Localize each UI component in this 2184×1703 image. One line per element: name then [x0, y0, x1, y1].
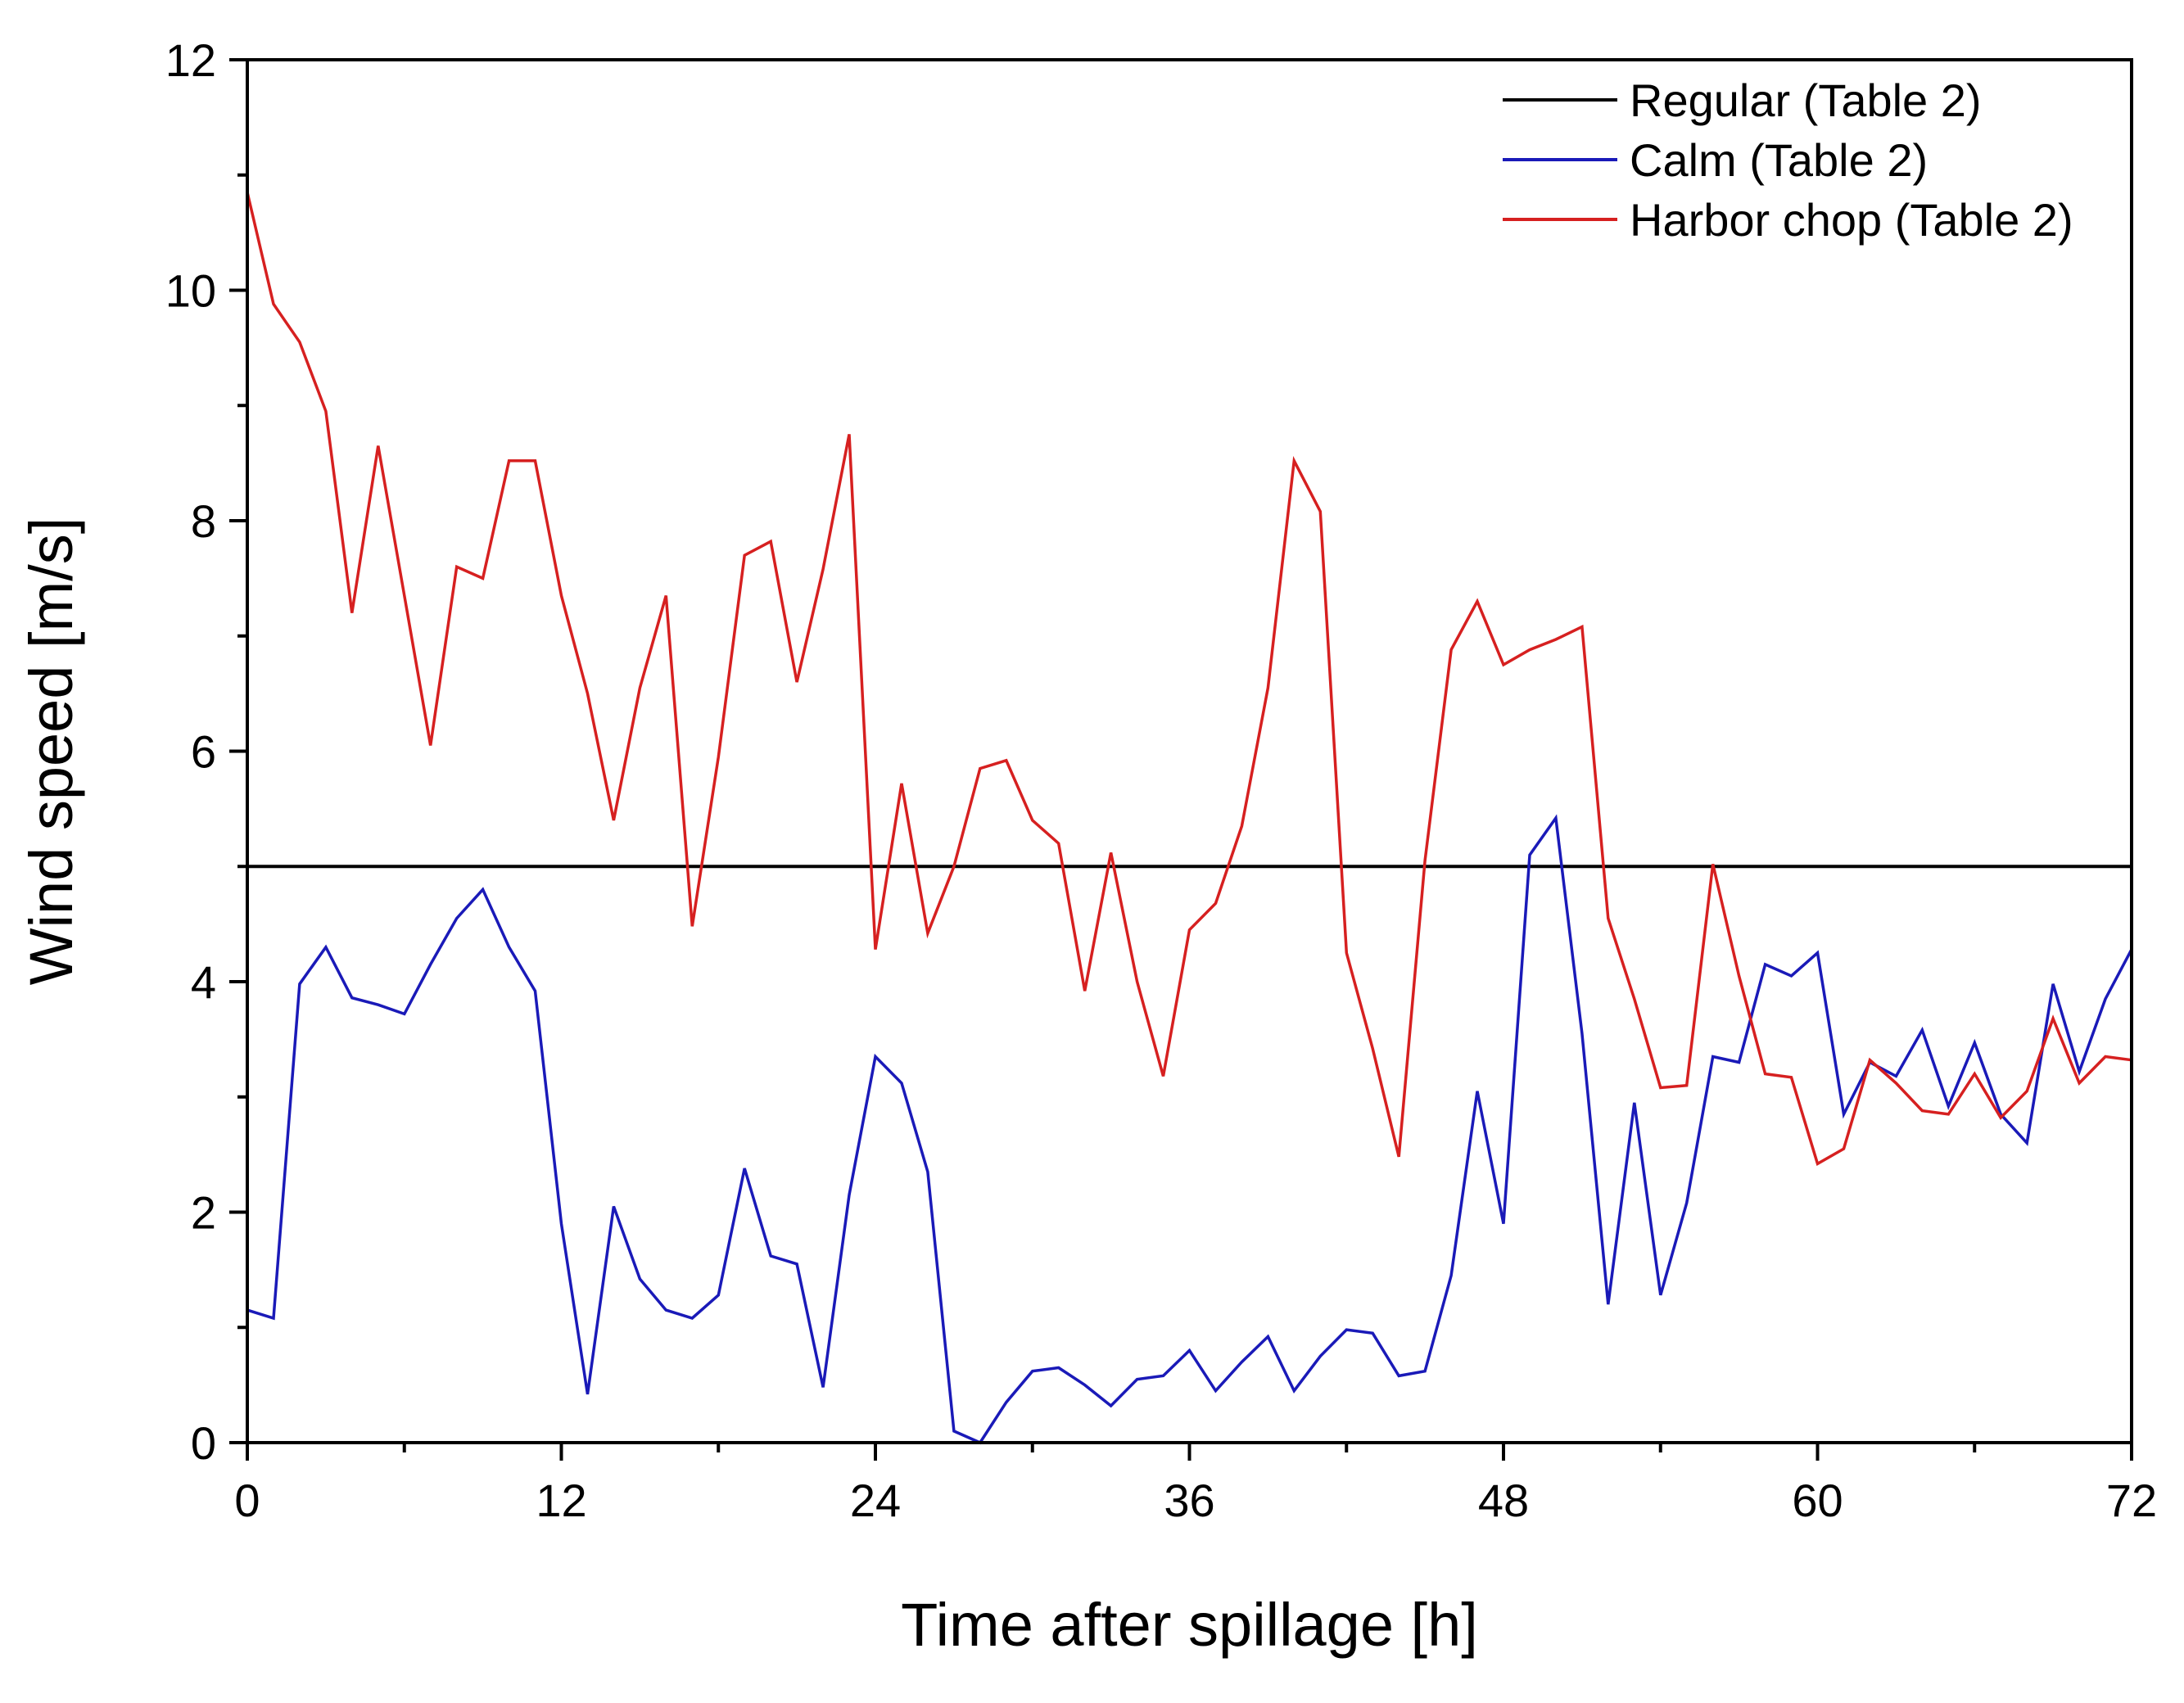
y-tick-label: 10 — [165, 265, 216, 317]
y-tick-label: 8 — [191, 495, 216, 547]
y-tick-label: 4 — [191, 956, 216, 1008]
y-tick-label: 6 — [191, 726, 216, 778]
x-tick-label: 12 — [536, 1475, 586, 1526]
x-tick-label: 24 — [850, 1475, 901, 1526]
y-axis-title: Wind speed [m/s] — [17, 517, 85, 986]
legend-label-3: Harbor chop (Table 2) — [1630, 194, 2073, 246]
y-tick-label: 0 — [191, 1417, 216, 1469]
legend-label-2: Calm (Table 2) — [1630, 134, 1928, 186]
series-layer — [246, 192, 2133, 1445]
y-tick-labels: 0 2 4 6 8 10 12 — [165, 34, 216, 1469]
legend: Regular (Table 2) Calm (Table 2) Harbor ch… — [1503, 75, 2073, 246]
y-tick-label: 12 — [165, 34, 216, 86]
plot-area-frame — [246, 58, 2133, 1444]
series-line-2 — [246, 814, 2133, 1445]
axis-ticks — [229, 58, 2133, 1461]
y-tick-label: 2 — [191, 1187, 216, 1239]
x-tick-label: 36 — [1164, 1475, 1214, 1526]
x-tick-label: 0 — [234, 1475, 260, 1526]
legend-label-1: Regular (Table 2) — [1630, 75, 1982, 126]
x-tick-label: 72 — [2106, 1475, 2157, 1526]
x-tick-labels: 0 12 24 36 48 60 72 — [234, 1475, 2157, 1526]
series-line-3 — [246, 192, 2132, 1167]
x-tick-label: 48 — [1478, 1475, 1529, 1526]
x-tick-label: 60 — [1792, 1475, 1843, 1526]
x-axis-title: Time after spillage [h] — [901, 1591, 1478, 1659]
